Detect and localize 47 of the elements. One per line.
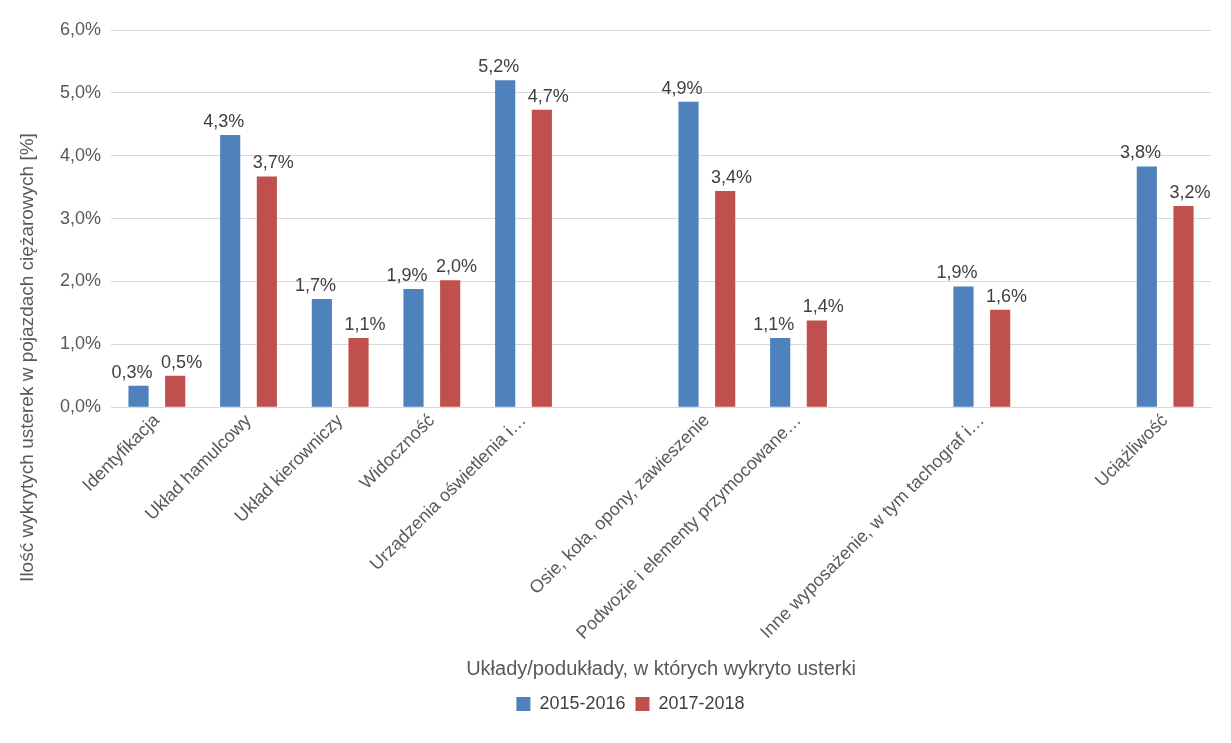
bar [953,286,974,407]
y-tick-label: 5,0% [60,81,102,102]
bar [220,134,241,407]
bar [1136,166,1157,407]
x-axis-title: Układy/podukłady, w których wykryto usterki [466,656,856,679]
bar [678,101,699,407]
y-tick-label: 0,0% [60,396,102,417]
legend-label: 2015-2016 [539,692,626,713]
data-label: 4,7% [527,85,569,106]
bar [348,337,369,407]
data-label: 4,3% [203,110,245,131]
data-label: 5,2% [478,56,520,77]
data-label: 3,4% [711,166,753,187]
bar [495,80,516,407]
bar [806,320,827,407]
data-label: 3,2% [1169,181,1211,202]
y-tick-label: 1,0% [60,333,102,354]
data-label: 1,6% [986,285,1028,306]
bar [990,309,1011,407]
data-label: 3,7% [252,152,294,173]
data-label: 1,4% [802,296,844,317]
y-tick-label: 6,0% [60,18,102,39]
bar [715,190,736,407]
data-label: 3,8% [1119,142,1161,163]
bar [311,299,332,407]
data-label: 4,9% [661,77,703,98]
data-label: 1,1% [753,313,795,334]
bar [770,337,791,407]
bar [531,109,552,407]
bar [403,288,424,407]
data-label: 1,1% [344,313,386,334]
data-label: 1,7% [294,274,336,295]
bar [165,375,186,407]
bar [128,385,149,407]
legend-label: 2017-2018 [658,692,745,713]
y-tick-label: 3,0% [60,207,102,228]
data-label: 0,3% [111,361,153,382]
y-tick-label: 2,0% [60,270,102,291]
y-tick-label: 4,0% [60,144,102,165]
data-label: 0,5% [161,351,203,372]
bar [1173,206,1194,407]
data-label: 1,9% [386,264,428,285]
y-axis-title: Ilość wykrytych usterek w pojazdach ciężarowych [%] [16,133,38,582]
data-label: 2,0% [436,256,478,277]
bar [440,280,461,407]
bar [256,176,277,407]
data-label: 1,9% [936,262,978,283]
